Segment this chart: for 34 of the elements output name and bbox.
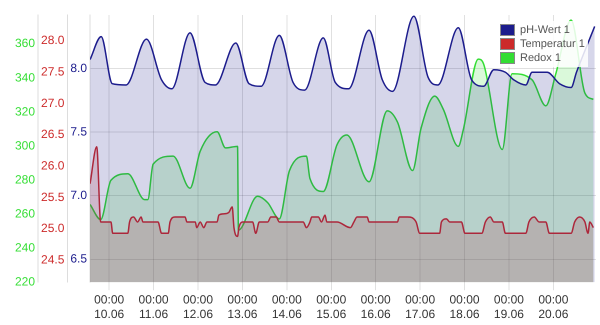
x-tick-label: 00:00 10.06: [94, 292, 124, 322]
x-tick-label: 00:00 17.06: [405, 292, 436, 322]
y3-tick-label: 280: [14, 172, 36, 186]
y-tick-label: 6.5: [70, 252, 88, 266]
y2-tick-label: 26.5: [41, 127, 65, 142]
x-tick-label: 00:00 20.06: [538, 292, 569, 322]
y2-tick-label: 26.0: [41, 158, 65, 172]
y3-tick-label: 320: [14, 104, 36, 118]
y2-tick-label: 27.0: [41, 96, 65, 110]
x-tick-label: 00:00 19.06: [494, 292, 524, 322]
legend-label: Redox 1: [520, 51, 561, 65]
y2-tick-label: 28.0: [41, 33, 65, 48]
x-tick-label: 00:00 16.06: [360, 292, 392, 322]
y3-tick-label: 240: [14, 240, 36, 254]
y3-tick-label: 260: [14, 206, 36, 220]
y3-tick-label: 340: [14, 70, 36, 84]
y2-tick-label: 24.5: [41, 252, 65, 267]
y-tick-label: 8.0: [70, 60, 88, 75]
x-tick-label: 00:00 18.06: [450, 292, 480, 322]
x-tick-label: 00:00 11.06: [138, 292, 169, 322]
y2-tick-label: 25.5: [41, 190, 65, 204]
y3-tick-label: 220: [14, 274, 36, 289]
y-tick-label: 7.0: [70, 188, 88, 202]
x-tick-label: 00:00 12.06: [182, 292, 214, 322]
y2-tick-label: 27.5: [41, 64, 65, 78]
legend-label: Temperatur 1: [520, 37, 585, 51]
legend-label: pH-Wert 1: [520, 23, 570, 37]
x-tick-label: 00:00 15.06: [316, 292, 347, 322]
y2-tick-label: 25.0: [41, 221, 65, 236]
x-tick-label: 00:00 14.06: [272, 292, 302, 322]
y3-tick-label: 300: [14, 138, 36, 152]
y-tick-label: 7.5: [70, 124, 88, 138]
y3-tick-label: 360: [14, 36, 36, 50]
x-tick-label: 00:00 13.06: [227, 292, 258, 322]
